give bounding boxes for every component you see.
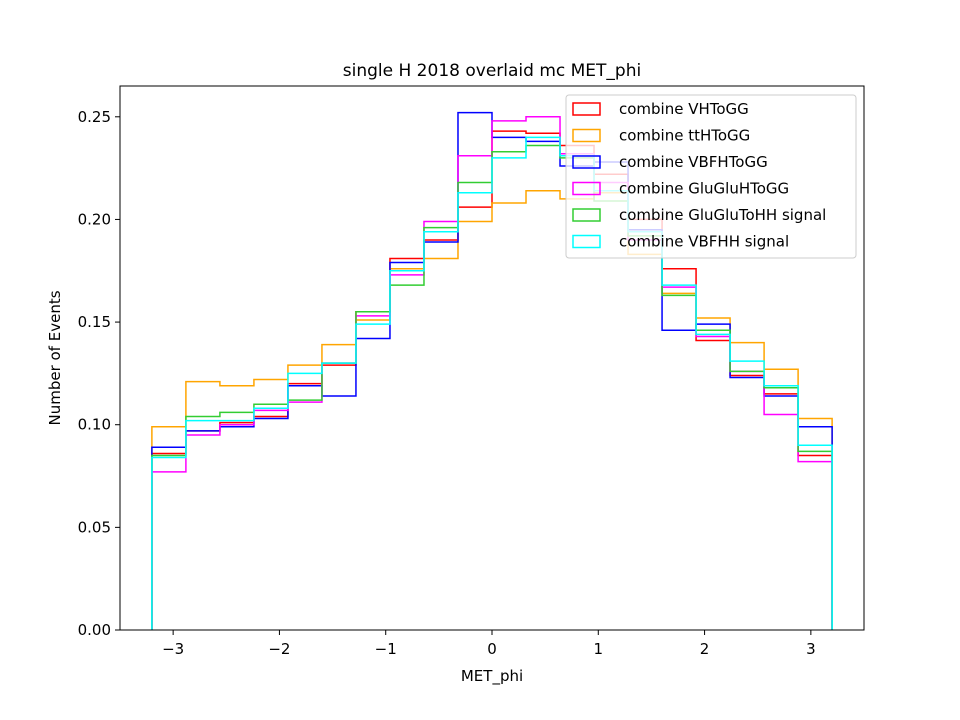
- legend-swatch: [572, 102, 601, 116]
- x-tick-label: 1: [594, 640, 604, 658]
- x-tick-label: 2: [700, 640, 710, 658]
- y-axis-ticks: 0.00 0.05 0.10 0.15 0.20 0.25: [78, 108, 120, 639]
- legend-entry-label: combine VBFHToGG: [619, 153, 768, 171]
- y-axis-label: Number of Events: [46, 290, 64, 425]
- series-1-step-line: [151, 189, 833, 630]
- legend-entry-label: combine ttHToGG: [619, 127, 750, 145]
- y-tick-label: 0.10: [78, 416, 111, 434]
- x-tick-label: 3: [806, 640, 816, 658]
- legend-box: [565, 94, 857, 259]
- y-tick-label: 0.00: [78, 621, 111, 639]
- legend-swatch: [572, 128, 601, 143]
- series-5-step-line: [151, 136, 833, 630]
- x-tick-label: −3: [162, 640, 184, 658]
- legend-entry-label: combine VHToGG: [619, 100, 749, 118]
- x-tick-label: −2: [268, 640, 290, 658]
- x-axis-ticks: −3 −2 −1 0 1 2 3: [162, 630, 816, 658]
- legend-swatch: [572, 208, 601, 222]
- legend: combine VHToGG combine ttHToGG combine VBF…: [565, 94, 857, 259]
- y-tick-label: 0.05: [78, 518, 111, 536]
- series-layer: [151, 111, 833, 630]
- legend-entry-label: combine GluGluHToGG: [619, 180, 789, 198]
- y-tick-label: 0.20: [78, 210, 111, 228]
- legend-swatch: [572, 234, 601, 249]
- chart-title: single H 2018 overlaid mc MET_phi: [343, 61, 641, 81]
- x-tick-label: −1: [375, 640, 397, 658]
- x-tick-label: 0: [487, 640, 497, 658]
- legend-entry-label: combine VBFHH signal: [619, 233, 789, 251]
- x-axis-label: MET_phi: [461, 667, 523, 686]
- legend-swatch: [572, 155, 601, 169]
- y-tick-label: 0.15: [78, 313, 111, 331]
- legend-entry-label: combine GluGluToHH signal: [619, 206, 826, 224]
- y-tick-label: 0.25: [78, 108, 111, 126]
- legend-swatch: [572, 181, 601, 196]
